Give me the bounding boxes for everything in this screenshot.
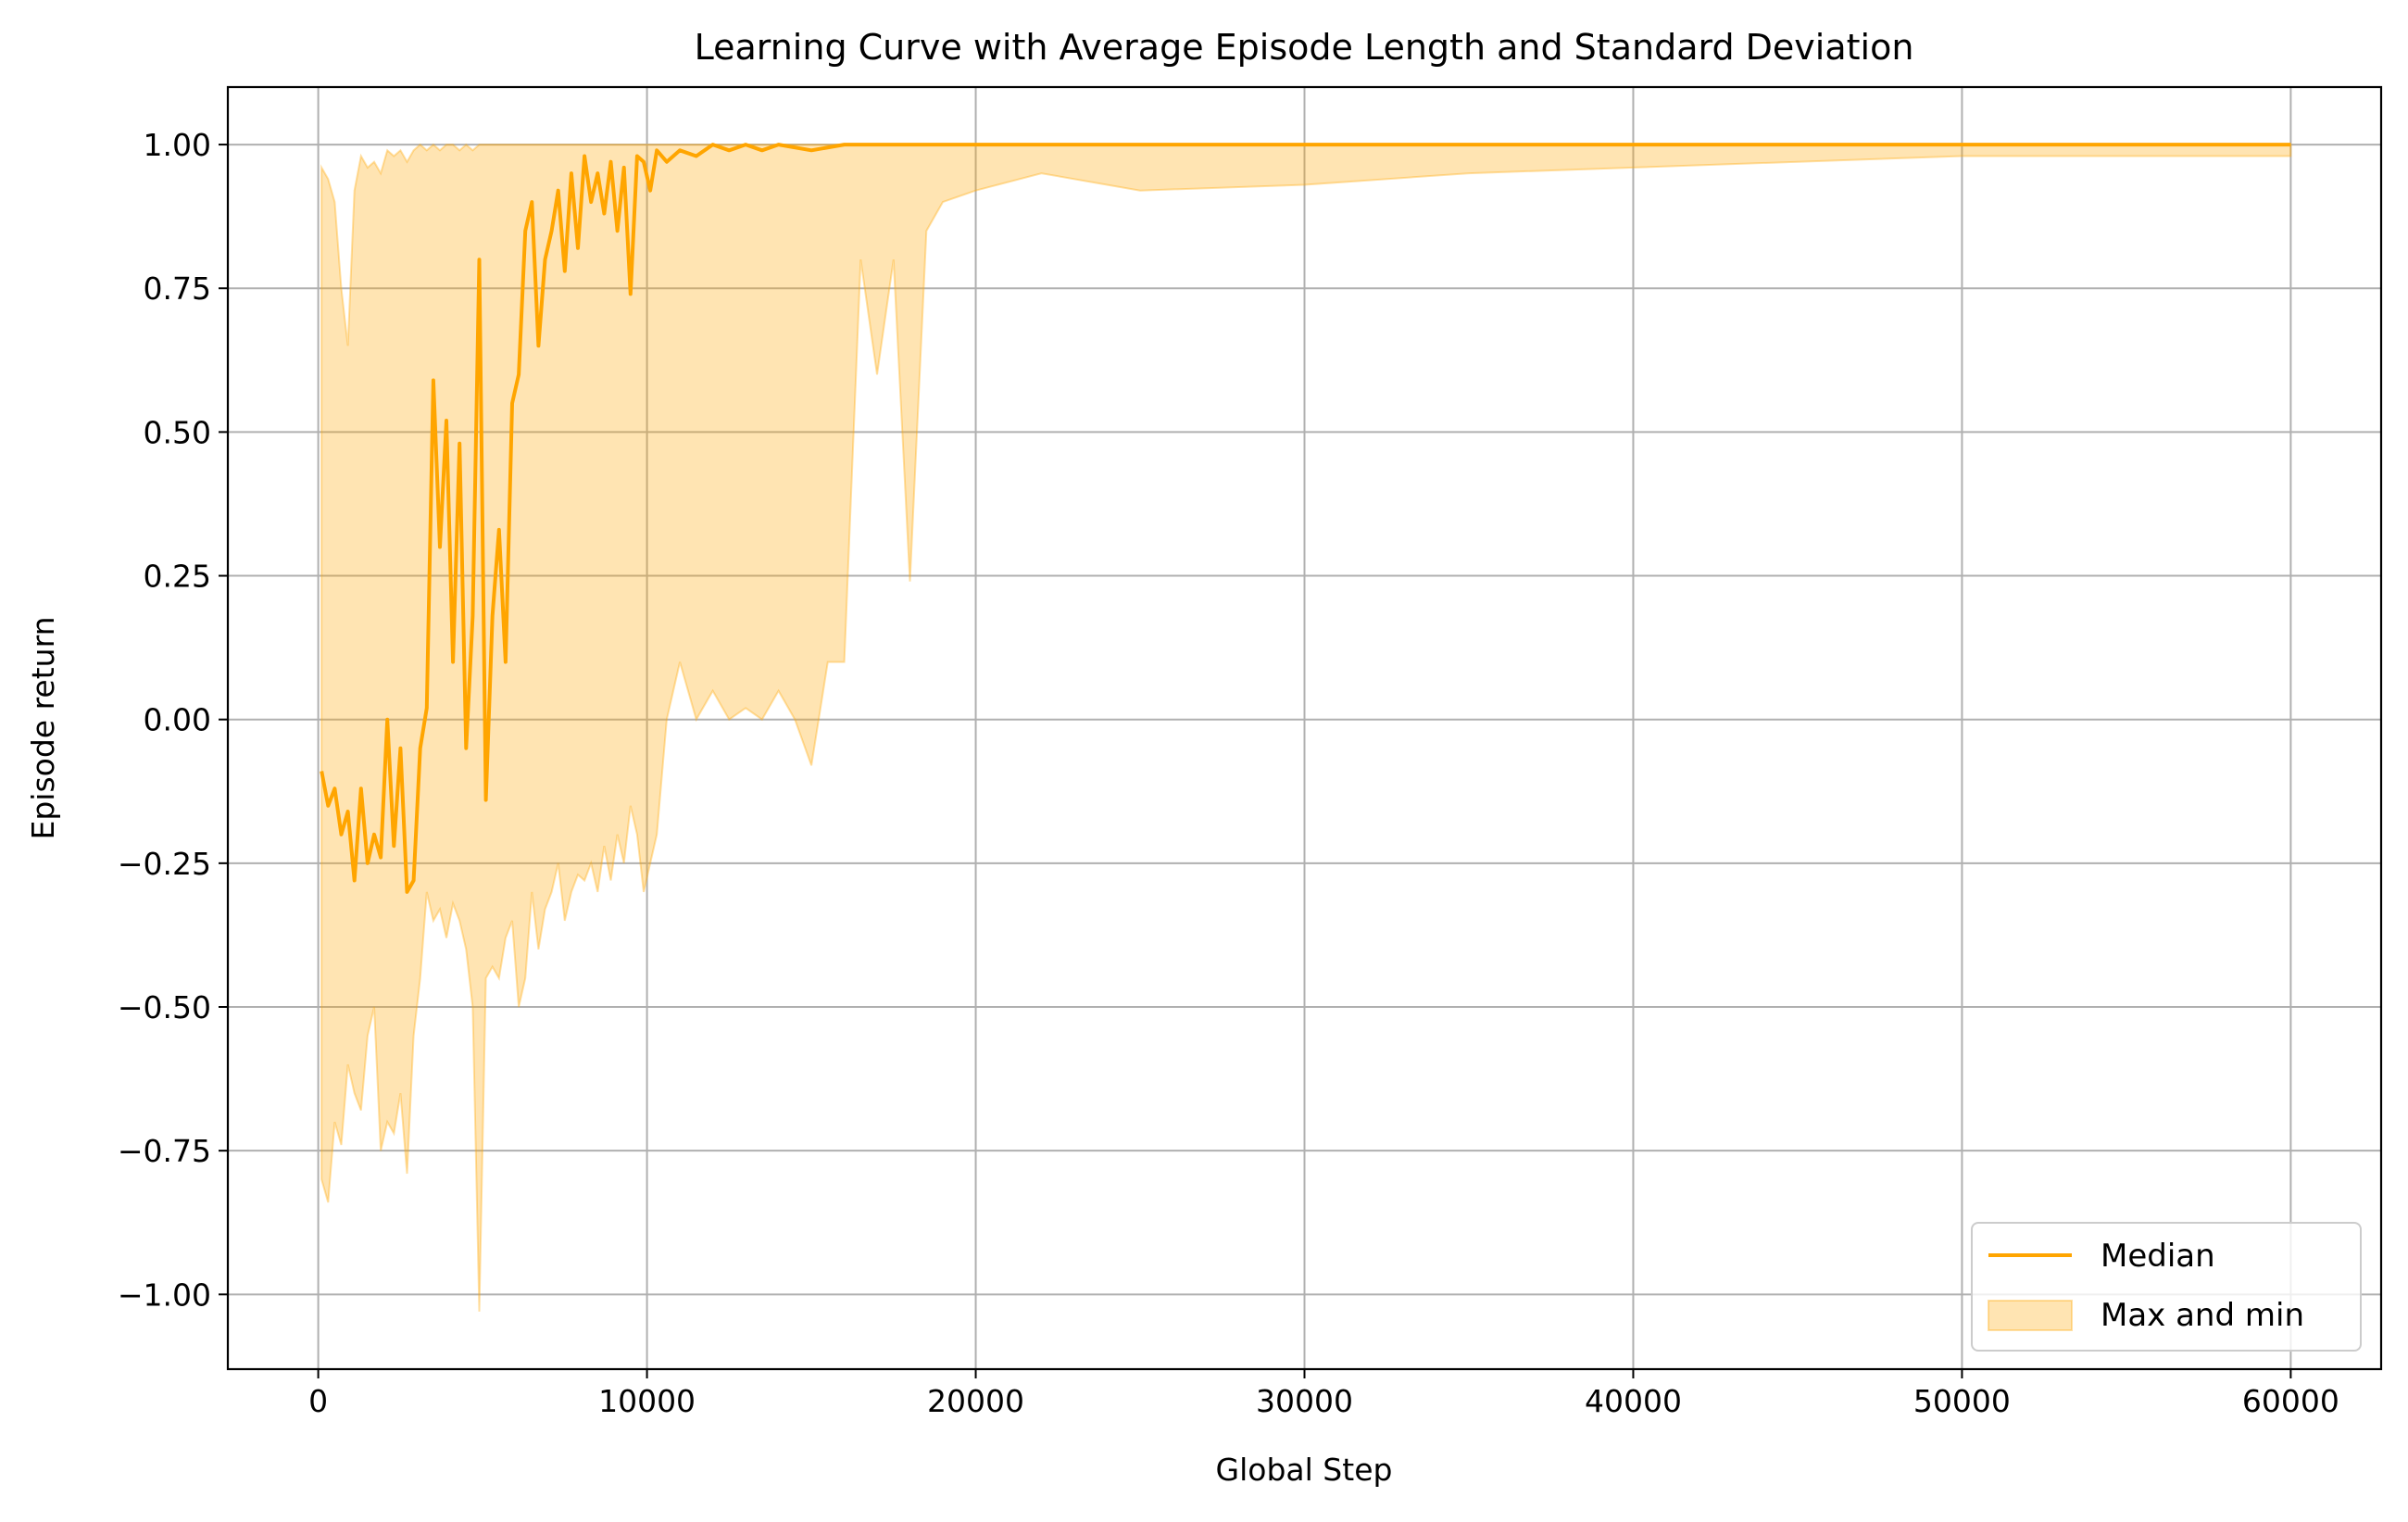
legend: Median Max and min: [1971, 1222, 2362, 1352]
x-tick-label: 10000: [598, 1383, 696, 1419]
y-tick-label: 0.25: [144, 559, 211, 595]
median-line-layer: [320, 143, 2291, 894]
legend-median-label: Median: [2101, 1238, 2215, 1275]
x-tick-label: 30000: [1256, 1383, 1353, 1419]
min-max-band: [320, 143, 2292, 1312]
x-tick-label: 0: [308, 1383, 328, 1419]
x-tick-label: 40000: [1585, 1383, 1682, 1419]
y-axis-ticks: −1.00 −0.75 −0.50 −0.25 0.00 0.25 0.50 0.75 1.00: [118, 127, 228, 1313]
legend-band-swatch: [1988, 1300, 2073, 1331]
x-axis-ticks: 0 10000 20000 30000 40000 50000 60000: [308, 1369, 2339, 1419]
x-axis-label: Global Step: [1216, 1452, 1393, 1488]
median-line: [320, 143, 2291, 894]
min-max-band-layer: [320, 143, 2292, 1312]
x-tick-label: 50000: [1913, 1383, 2011, 1419]
y-tick-label: 1.00: [144, 127, 211, 163]
y-tick-label: −1.00: [118, 1277, 211, 1313]
x-tick-label: 60000: [2242, 1383, 2339, 1419]
y-tick-label: −0.50: [118, 989, 211, 1025]
legend-band-label: Max and min: [2101, 1297, 2304, 1334]
x-tick-label: 20000: [927, 1383, 1024, 1419]
y-tick-label: −0.75: [118, 1133, 211, 1169]
chart-title: Learning Curve with Average Episode Leng…: [695, 27, 1914, 68]
y-tick-label: 0.50: [144, 414, 211, 450]
y-tick-label: 0.00: [144, 702, 211, 738]
y-tick-label: −0.25: [118, 846, 211, 882]
y-tick-label: 0.75: [144, 270, 211, 307]
y-axis-label: Episode return: [25, 617, 61, 840]
